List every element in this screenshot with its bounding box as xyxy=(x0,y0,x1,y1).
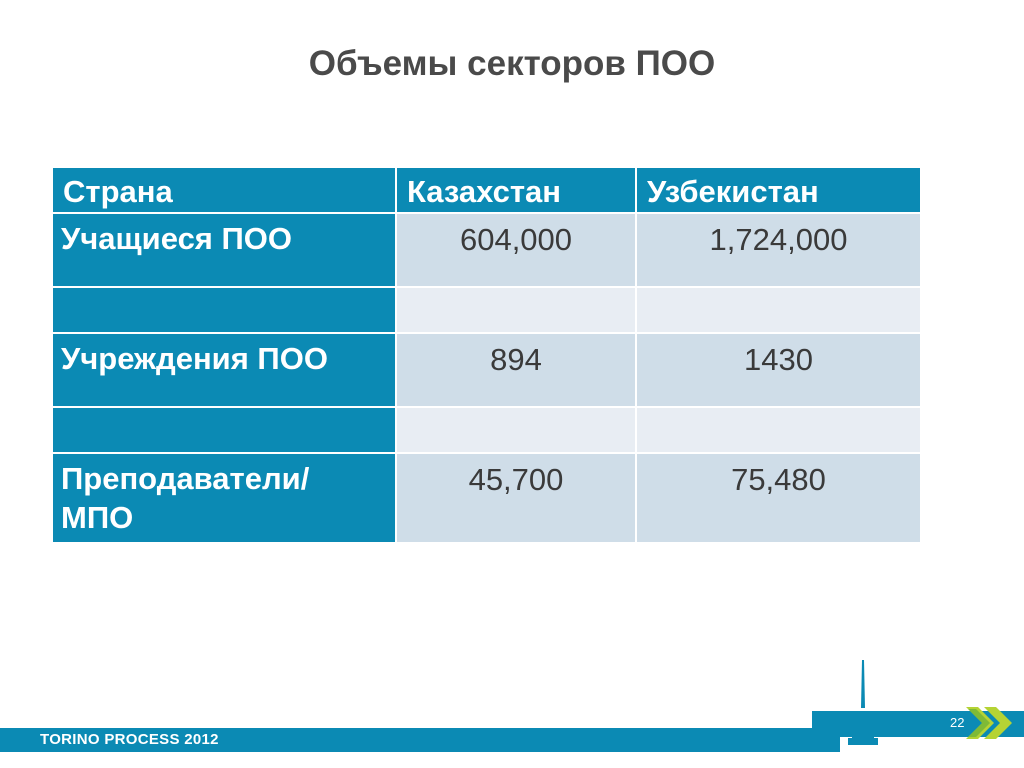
row-label xyxy=(51,286,397,334)
slide-title: Объемы секторов ПОО xyxy=(308,44,716,83)
table-row xyxy=(51,406,922,454)
value-cell: 894 xyxy=(395,332,637,408)
table-header-row: Страна Казахстан Узбекистан xyxy=(51,166,922,214)
value-cell xyxy=(635,406,922,454)
table-row: Учащиеся ПОО 604,000 1,724,000 xyxy=(51,212,922,288)
double-chevron-icon xyxy=(966,707,1012,739)
value-cell: 1,724,000 xyxy=(635,212,922,288)
value-cell xyxy=(395,406,637,454)
header-cell-uzbekistan: Узбекистан xyxy=(635,166,922,214)
value-cell: 75,480 xyxy=(635,452,922,544)
footer-text: TORINO PROCESS 2012 xyxy=(40,731,219,748)
value-cell xyxy=(395,286,637,334)
header-cell-country: Страна xyxy=(51,166,397,214)
value-cell: 45,700 xyxy=(395,452,637,544)
footer-bar xyxy=(0,728,840,752)
row-label: Преподаватели/ МПО xyxy=(51,452,397,544)
row-label: Учреждения ПОО xyxy=(51,332,397,408)
table-row xyxy=(51,286,922,334)
value-cell: 604,000 xyxy=(395,212,637,288)
page-number: 22 xyxy=(950,715,965,730)
data-table: Страна Казахстан Узбекистан Учащиеся ПОО… xyxy=(51,166,922,544)
tower-icon xyxy=(848,660,878,745)
table-row: Учреждения ПОО 894 1430 xyxy=(51,332,922,408)
row-label: Учащиеся ПОО xyxy=(51,212,397,288)
value-cell: 1430 xyxy=(635,332,922,408)
header-cell-kazakhstan: Казахстан xyxy=(395,166,637,214)
value-cell xyxy=(635,286,922,334)
table-row: Преподаватели/ МПО 45,700 75,480 xyxy=(51,452,922,544)
row-label xyxy=(51,406,397,454)
